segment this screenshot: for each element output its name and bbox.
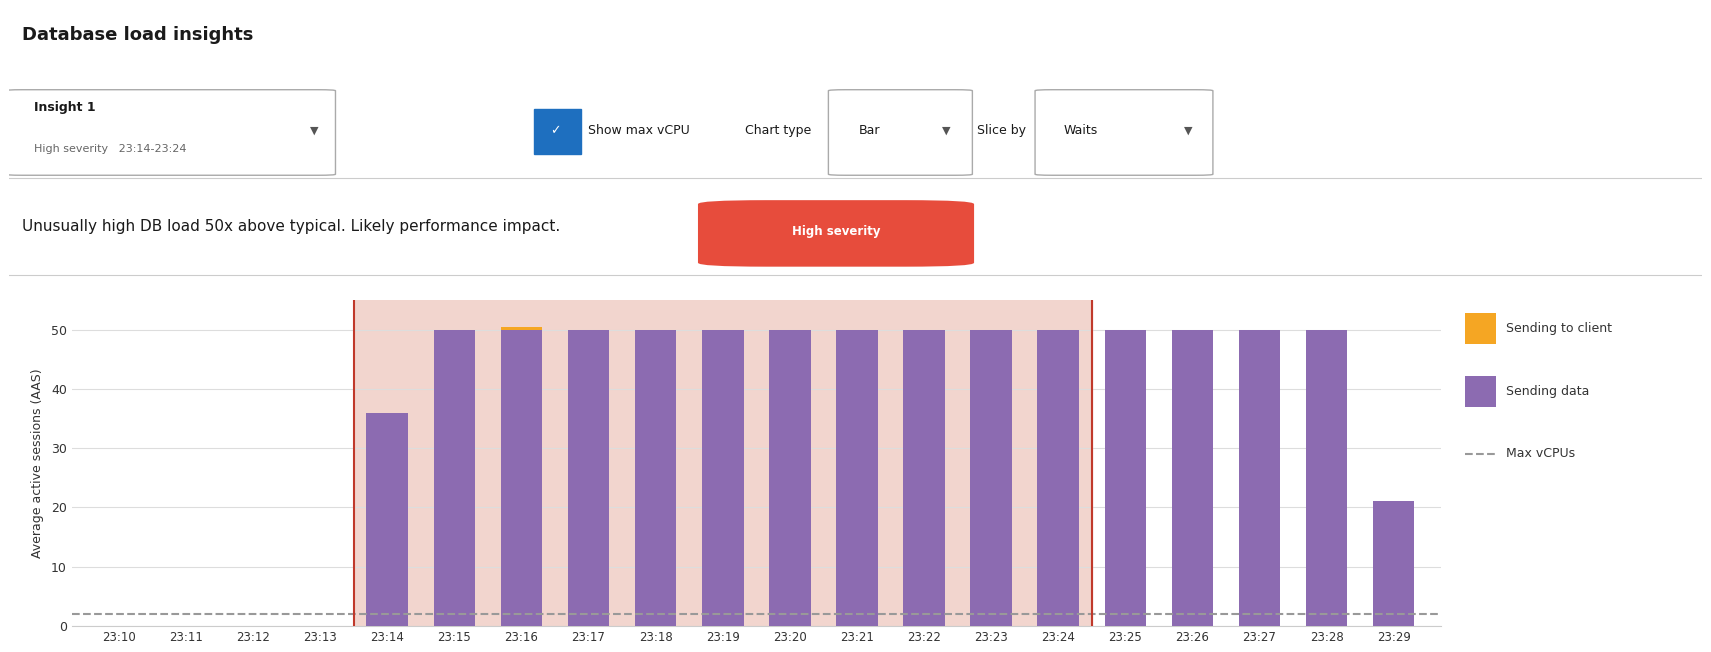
Text: ▼: ▼ [1184, 125, 1193, 136]
Text: High severity: High severity [792, 225, 879, 238]
Text: Sending to client: Sending to client [1506, 322, 1612, 335]
FancyBboxPatch shape [1465, 313, 1497, 344]
Text: Chart type: Chart type [746, 124, 811, 137]
Text: Insight 1: Insight 1 [34, 101, 96, 114]
Bar [366, 413, 407, 626]
Text: Database load insights: Database load insights [22, 26, 253, 44]
Bar [768, 329, 811, 626]
Bar [970, 329, 1011, 626]
FancyBboxPatch shape [534, 109, 582, 154]
Bar [1239, 329, 1280, 626]
FancyBboxPatch shape [828, 90, 972, 175]
Text: Waits: Waits [1064, 124, 1098, 137]
Bar [903, 329, 944, 626]
FancyBboxPatch shape [1035, 90, 1213, 175]
Bar [837, 329, 878, 626]
Text: Sending data: Sending data [1506, 385, 1590, 398]
Bar [1105, 329, 1146, 626]
Bar [635, 329, 676, 626]
Max vCPUs [176, 610, 197, 618]
Text: Show max vCPU: Show max vCPU [589, 124, 690, 137]
Bar [1172, 329, 1213, 626]
Bar [1037, 329, 1080, 626]
Text: ▼: ▼ [941, 125, 950, 136]
Bar [433, 329, 476, 626]
Text: ✓: ✓ [549, 124, 559, 137]
Bar [1372, 501, 1415, 626]
Text: ▼: ▼ [310, 125, 318, 136]
Bar [501, 327, 542, 329]
FancyBboxPatch shape [5, 90, 335, 175]
FancyBboxPatch shape [1465, 376, 1497, 407]
Text: Max vCPUs: Max vCPUs [1506, 447, 1576, 460]
Text: High severity   23:14-23:24: High severity 23:14-23:24 [34, 144, 186, 154]
Bar [568, 329, 609, 626]
Bar [501, 329, 542, 626]
Text: Slice by: Slice by [977, 124, 1027, 137]
Text: Unusually high DB load 50x above typical. Likely performance impact.: Unusually high DB load 50x above typical… [22, 219, 561, 234]
Bar [1305, 329, 1347, 626]
Y-axis label: Average active sessions (AAS): Average active sessions (AAS) [31, 368, 44, 557]
Bar [702, 329, 744, 626]
Bar [354, 300, 1092, 626]
FancyBboxPatch shape [698, 200, 974, 267]
Max vCPUs [108, 610, 128, 618]
Text: Bar: Bar [859, 124, 881, 137]
